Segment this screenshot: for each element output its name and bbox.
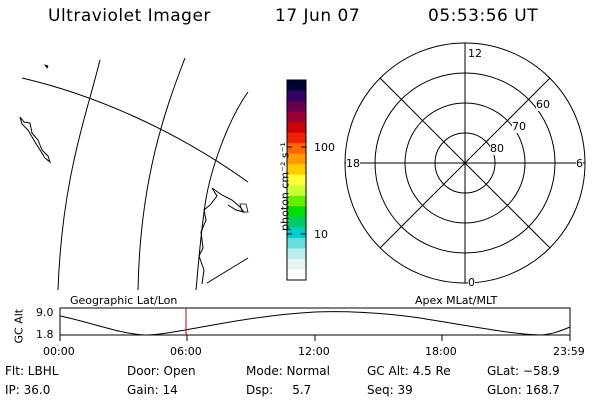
coastline-4 [211, 187, 246, 213]
polar-diagonal-2 [379, 77, 551, 249]
colorbar-stripe [287, 227, 306, 239]
colorbar-stripe [287, 195, 306, 207]
filter-status: Flt: LBHL [5, 364, 59, 378]
altitude-curve [59, 311, 571, 336]
x-tick-1800: 18:00 [425, 345, 457, 358]
colorbar-stripe [287, 269, 306, 281]
instrument-title: Ultraviolet Imager [48, 6, 211, 26]
colorbar-stripe [287, 185, 306, 197]
colorbar-stripe [287, 164, 306, 176]
ip-status: IP: 36.0 [5, 383, 51, 397]
colorbar-stripe [287, 206, 306, 218]
geo-panel-label: Geographic Lat/Lon [70, 294, 178, 307]
altitude-axis-label: GC Alt [12, 308, 26, 344]
colorbar-tick-100: 100 [314, 141, 335, 154]
colorbar-stripes [287, 80, 306, 281]
colorbar-stripe [287, 111, 306, 123]
colorbar-stripe [287, 132, 306, 144]
colorbar-stripe [287, 216, 306, 228]
x-tick-2359: 23:59 [553, 345, 585, 358]
gain-status: Gain: 14 [127, 383, 178, 397]
altitude-ymax: 9.0 [36, 306, 54, 319]
mlt-0-label: 0 [468, 276, 475, 289]
colorbar-stripe [287, 248, 306, 260]
colorbar-stripe [287, 174, 306, 186]
colorbar-stripe [287, 80, 306, 92]
x-tick-0000: 00:00 [43, 345, 75, 358]
x-tick-1200: 12:00 [298, 345, 330, 358]
mode-status: Mode: Normal [246, 364, 330, 378]
lat-60-label: 60 [536, 98, 550, 111]
coastline-1 [19, 116, 52, 164]
mlt-12-label: 12 [468, 47, 482, 60]
lon-line-1 [57, 59, 101, 291]
lat-line-2 [206, 257, 249, 284]
colorbar-stripe [287, 237, 306, 249]
colorbar-stripe [287, 153, 306, 165]
mlt-18-label: 18 [346, 157, 360, 170]
colorbar-stripe [287, 122, 306, 134]
lat-80-label: 80 [490, 142, 504, 155]
colorbar-stripe [287, 258, 306, 270]
x-tick-0600: 06:00 [170, 345, 202, 358]
colorbar-stripe [287, 101, 306, 113]
glon-status: GLon: 168.7 [487, 383, 560, 397]
dsp-status: Dsp: 5.7 [246, 383, 312, 397]
colorbar-tick-10: 10 [314, 228, 328, 241]
polar-panel-label: Apex MLat/MLT [415, 294, 498, 307]
time-label: 05:53:56 UT [428, 6, 539, 26]
gc-alt-status: GC Alt: 4.5 Re [367, 364, 451, 378]
lon-line-3 [195, 91, 249, 291]
seq-status: Seq: 39 [367, 383, 413, 397]
coastline-5 [239, 203, 249, 213]
altitude-ymin: 1.8 [36, 328, 54, 341]
lat-70-label: 70 [512, 120, 526, 133]
colorbar-stripe [287, 90, 306, 102]
door-status: Door: Open [127, 364, 196, 378]
mlt-6-label: 6 [576, 157, 583, 170]
date-label: 17 Jun 07 [275, 6, 361, 26]
colorbar-stripe [287, 143, 306, 155]
coastline-3 [198, 187, 218, 285]
glat-status: GLat: −58.9 [487, 364, 560, 378]
coastline-2 [44, 64, 49, 69]
lon-line-2 [137, 57, 186, 291]
lat-line-1 [21, 77, 249, 183]
